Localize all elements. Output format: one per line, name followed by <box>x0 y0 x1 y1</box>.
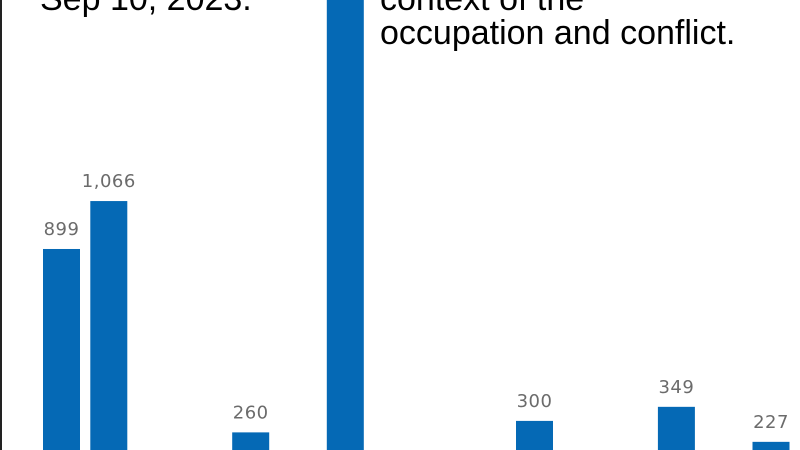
data-label: 899 <box>44 219 80 240</box>
annotation-line-2: occupation and conflict. <box>380 14 736 52</box>
data-label: 349 <box>658 377 694 398</box>
data-label: 227 <box>753 412 789 433</box>
bar <box>516 420 553 450</box>
annotation-line-1: context of the <box>380 0 584 18</box>
bar <box>43 248 80 450</box>
data-label: 300 <box>517 391 553 412</box>
data-label: 260 <box>233 402 269 423</box>
bar <box>90 201 128 450</box>
bar <box>326 0 364 450</box>
bar <box>657 406 695 450</box>
bar <box>232 432 270 450</box>
annotation-date: Sep 10, 2023. <box>40 0 252 18</box>
data-label: 1,066 <box>82 171 136 192</box>
bar <box>752 441 790 450</box>
